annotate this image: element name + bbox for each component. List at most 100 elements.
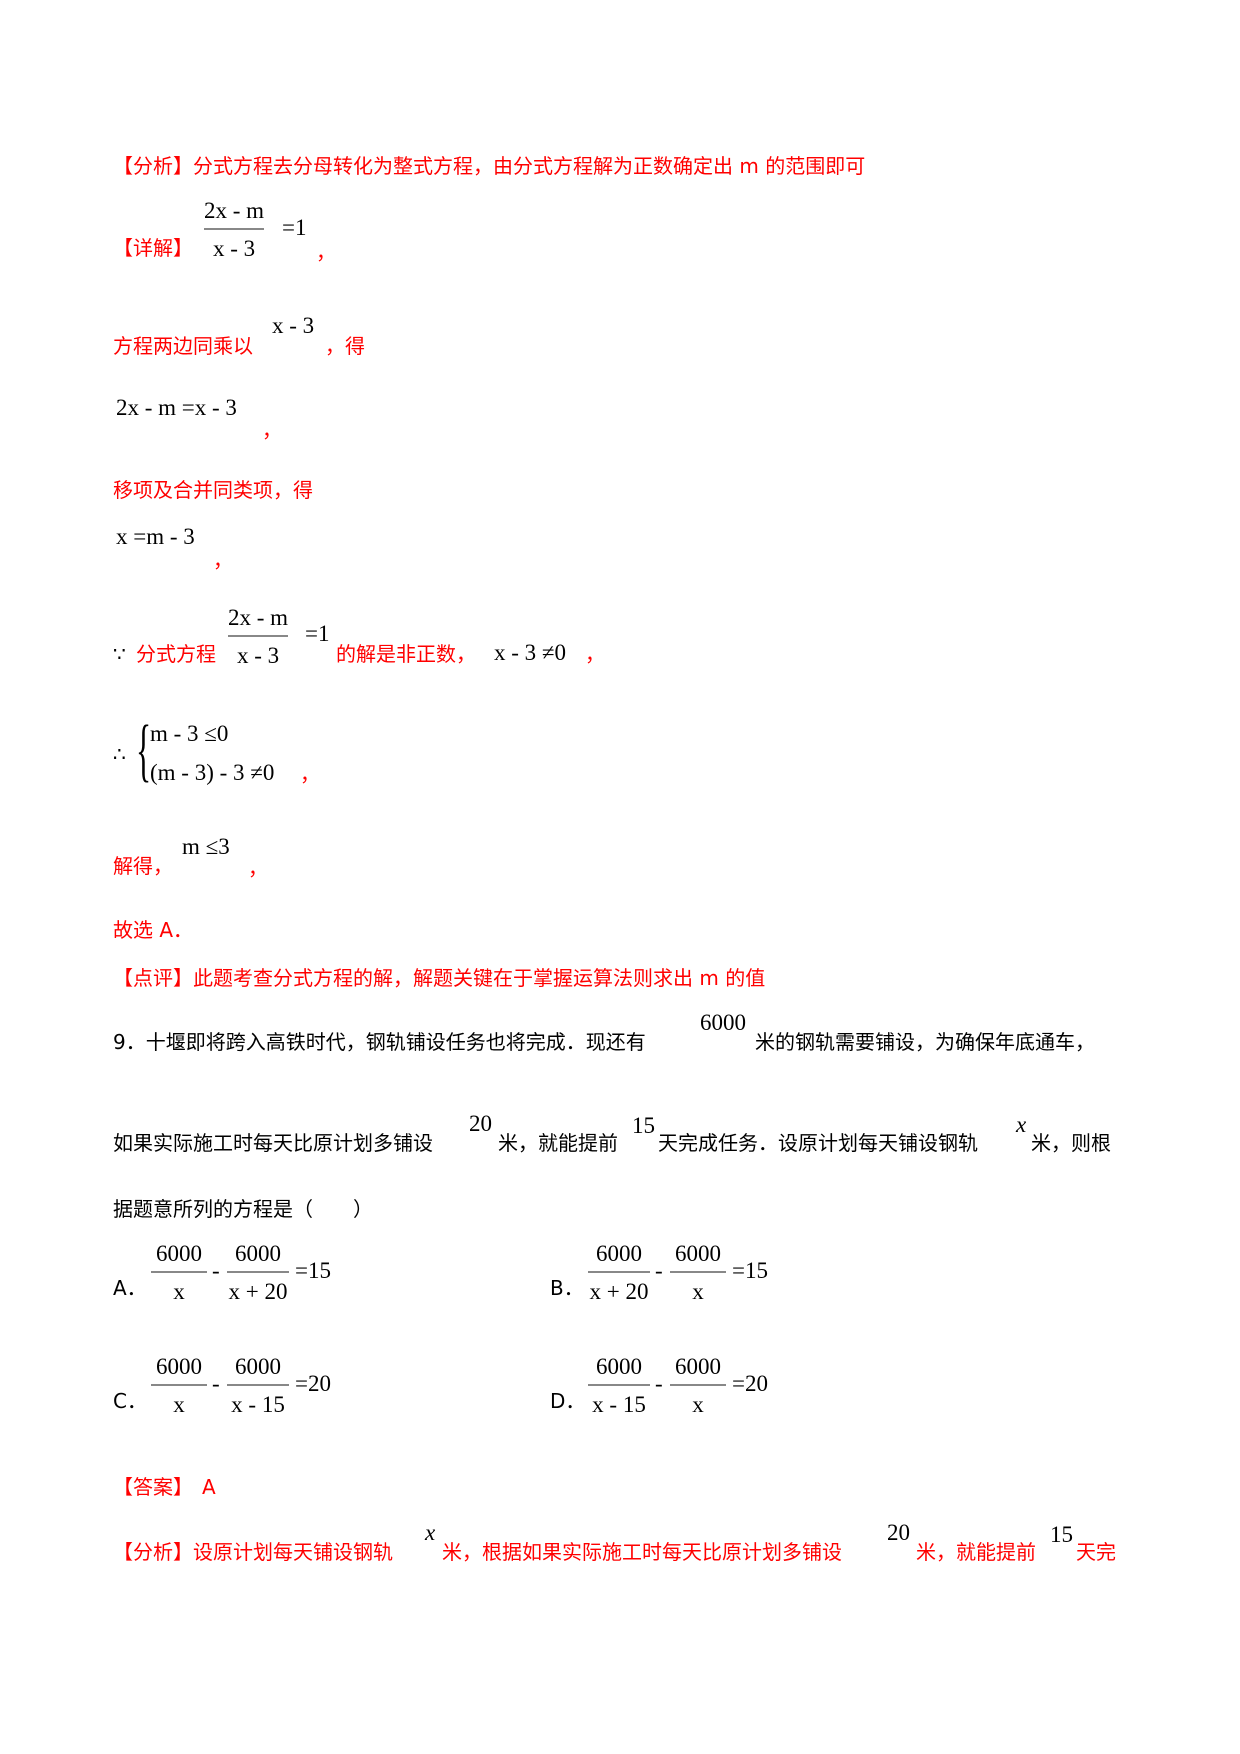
q9-line2b: 米，就能提前 <box>498 1131 618 1155</box>
denominator: x - 3 <box>212 236 256 261</box>
denominator: x <box>692 1279 704 1304</box>
since-symbol: ∵ <box>113 642 126 666</box>
fraction-bar <box>151 1384 207 1386</box>
option-label: D． <box>550 1389 586 1413</box>
minus-sign: - <box>212 1258 220 1283</box>
comment-line: 【点评】此题考查分式方程的解，解题关键在于掌握运算法则求出 m 的值 <box>113 966 766 990</box>
option-fraction-2: 6000 x <box>670 1354 726 1418</box>
q9-line2d: 米，则根 <box>1031 1131 1111 1155</box>
step2-text: 移项及合并同类项，得 <box>113 478 313 502</box>
option-label: C． <box>113 1389 147 1413</box>
denominator: x + 20 <box>228 1279 288 1304</box>
comma: ， <box>262 418 282 442</box>
since-math: x - 3 ≠0 <box>494 640 567 665</box>
numerator: 6000 <box>675 1354 721 1379</box>
system-line-2: (m - 3) - 3 ≠0 <box>150 760 275 785</box>
analysis2-d: 天完 <box>1076 1540 1116 1564</box>
eq3: x =m - 3 <box>116 524 195 549</box>
q9-line1b: 米的钢轨需要铺设，为确保年底通车， <box>755 1030 1095 1054</box>
numerator: 6000 <box>596 1354 642 1379</box>
detail-label: 【详解】 <box>113 236 193 260</box>
fraction-bar <box>227 1271 289 1273</box>
minus-sign: - <box>655 1258 663 1283</box>
analysis2-b: 米，根据如果实际施工时每天比原计划多铺设 <box>442 1540 842 1564</box>
option-fraction-2: 6000 x <box>670 1241 726 1305</box>
q9-x: x <box>1016 1112 1027 1137</box>
solve-math: m ≤3 <box>182 834 230 859</box>
q9-line2a: 如果实际施工时每天比原计划多铺设 <box>113 1131 433 1155</box>
comma: ， <box>316 240 336 264</box>
numerator: 6000 <box>156 1354 202 1379</box>
comma: ， <box>213 548 233 572</box>
numerator: 2x - m <box>228 605 289 630</box>
q9-line1a: 9．十堰即将跨入高铁时代，钢轨铺设任务也将完成．现还有 <box>113 1030 646 1054</box>
comma: ， <box>585 642 605 666</box>
option-label: B． <box>550 1276 584 1300</box>
option-rhs: =15 <box>732 1258 768 1283</box>
step1-math: x - 3 <box>272 313 315 338</box>
analysis2-x: x <box>425 1520 436 1545</box>
numerator: 6000 <box>156 1241 202 1266</box>
denominator: x <box>173 1279 185 1304</box>
option-fraction-1: 6000 x + 20 <box>588 1241 650 1305</box>
analysis2-c: 米，就能提前 <box>916 1540 1036 1564</box>
denominator: x - 15 <box>231 1392 285 1417</box>
denominator: x <box>692 1392 704 1417</box>
step1-suffix: ，得 <box>325 334 365 358</box>
fraction-bar <box>228 635 289 637</box>
option-fraction-1: 6000 x - 15 <box>588 1354 650 1418</box>
option-fraction-1: 6000 x <box>151 1354 207 1418</box>
analysis2-20: 20 <box>887 1520 910 1545</box>
since-rhs: =1 <box>305 621 330 646</box>
q9-15: 15 <box>632 1113 655 1138</box>
q9-line2c: 天完成任务．设原计划每天铺设钢轨 <box>658 1131 978 1155</box>
numerator: 6000 <box>675 1241 721 1266</box>
minus-sign: - <box>212 1371 220 1396</box>
option-fraction-1: 6000 x <box>151 1241 207 1305</box>
eq1-rhs: =1 <box>282 215 307 240</box>
option-label: A． <box>113 1276 147 1300</box>
fraction-bar <box>204 228 265 230</box>
analysis2-15: 15 <box>1050 1522 1073 1547</box>
comma: ， <box>300 762 320 786</box>
since-suffix: 的解是非正数， <box>336 642 476 666</box>
comma: ， <box>248 856 268 880</box>
answer-label: 【答案】 <box>113 1475 193 1499</box>
option-rhs: =20 <box>295 1371 331 1396</box>
fraction-bar <box>588 1271 650 1273</box>
fraction-bar <box>670 1384 726 1386</box>
numerator: 6000 <box>596 1241 642 1266</box>
analysis-line: 【分析】分式方程去分母转化为整式方程，由分式方程解为正数确定出 m 的范围即可 <box>113 154 866 178</box>
answer-value: A <box>202 1475 216 1499</box>
analysis2-a: 【分析】设原计划每天铺设钢轨 <box>113 1540 393 1564</box>
minus-sign: - <box>655 1371 663 1396</box>
since-text: 分式方程 <box>136 642 216 666</box>
fraction-bar <box>588 1384 650 1386</box>
denominator: x - 3 <box>236 643 280 668</box>
system-line-1: m - 3 ≤0 <box>150 721 229 746</box>
choose-line: 故选 A． <box>113 918 194 942</box>
denominator: x - 15 <box>592 1392 646 1417</box>
eq2: 2x - m =x - 3 <box>116 395 237 420</box>
denominator: x <box>173 1392 185 1417</box>
q9-20: 20 <box>469 1111 492 1136</box>
option-fraction-2: 6000 x + 20 <box>227 1241 289 1305</box>
fraction-bar <box>227 1384 289 1386</box>
fraction-since: 2x - m x - 3 <box>228 605 289 669</box>
numerator: 6000 <box>235 1354 281 1379</box>
option-rhs: =15 <box>295 1258 331 1283</box>
therefore-symbol: ∴ <box>113 742 126 766</box>
q9-6000: 6000 <box>700 1010 746 1035</box>
numerator: 6000 <box>235 1241 281 1266</box>
solve-text: 解得， <box>113 854 173 878</box>
q9-line3: 据题意所列的方程是（ ） <box>113 1197 373 1221</box>
system-brace: { <box>136 712 152 789</box>
option-rhs: =20 <box>732 1371 768 1396</box>
numerator: 2x - m <box>204 198 265 223</box>
denominator: x + 20 <box>589 1279 649 1304</box>
fraction-bar <box>670 1271 726 1273</box>
fraction-bar <box>151 1271 207 1273</box>
fraction-eq1: 2x - m x - 3 <box>204 198 265 262</box>
step1-text: 方程两边同乘以 <box>113 334 253 358</box>
